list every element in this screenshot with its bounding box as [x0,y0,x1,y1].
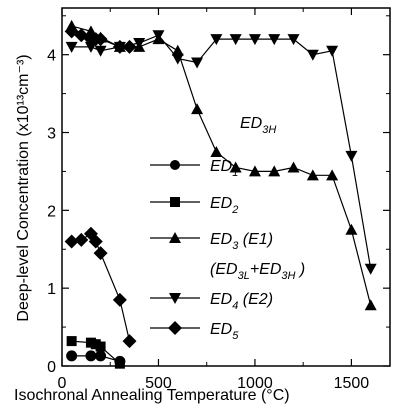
data-point [210,145,223,157]
legend-item-ed2: ED2 [150,195,238,216]
data-point [64,24,79,39]
data-point [112,39,127,54]
data-point [74,232,89,247]
series-ed4-e2- [65,30,377,275]
svg-text:ED4 (E2): ED4 (E2) [210,291,273,312]
data-point [248,165,261,177]
data-point [248,34,261,46]
data-point [133,38,146,50]
series-ed5-low [64,226,137,349]
data-point [66,350,78,362]
data-point [229,34,242,46]
y-tick-label: 3 [47,126,56,143]
data-point [210,34,223,46]
data-point [306,169,319,181]
data-point [122,39,137,54]
y-tick-label: 1 [47,281,56,298]
legend-item-ed4: ED4 (E2) [150,291,273,312]
data-point [306,49,319,61]
y-tick-label: 4 [47,48,56,65]
data-point [95,350,107,362]
x-tick-label: 1000 [237,375,273,392]
data-point [287,161,300,173]
series-ed2 [66,336,125,369]
data-point [171,44,184,56]
x-axis-title: Isochronal Annealing Temperature (°C) [14,387,290,404]
data-point [171,53,184,65]
x-tick-label: 0 [58,375,67,392]
data-point [345,150,358,162]
data-series [64,19,377,369]
x-tick-label: 500 [145,375,172,392]
annotation-ed3h: ED3H [240,115,276,136]
data-point [287,34,300,46]
data-point [112,292,127,307]
data-point [364,263,377,275]
svg-text:ED5: ED5 [210,321,239,342]
data-point [84,25,97,37]
legend-item-ed5: ED5 [150,321,239,342]
data-point [95,341,106,352]
data-point [66,336,77,347]
data-point [326,45,339,57]
data-point [88,234,103,249]
series-ed1 [66,350,126,367]
data-point [268,165,281,177]
svg-text:ED2: ED2 [210,195,238,216]
data-point [229,161,242,173]
data-point [364,299,377,311]
axis-ticks [61,8,390,367]
legend-item-ed3: ED3 (E1) (ED3L+ED3H ) [150,231,305,282]
data-point [191,57,204,69]
data-point [65,41,78,53]
svg-text:(ED3L+ED3H ): (ED3L+ED3H ) [210,261,305,282]
y-tick-label: 0 [47,359,56,376]
data-point [93,32,108,47]
tick-labels: 0 500 1000 1500 0 1 2 3 4 [47,48,369,392]
svg-text:ED1: ED1 [210,158,238,179]
data-point [94,45,107,57]
y-tick-label: 2 [47,203,56,220]
data-point [122,334,137,349]
data-point [93,246,108,261]
legend-item-ed1: ED1 [150,158,238,179]
y-axis-title: Deep-level Concentration (x10¹³cm⁻³) [15,54,32,321]
data-point [191,103,204,115]
legend: ED1 ED2 ED3 (E1) (ED3L+ED3H ) ED4 (E2) E… [150,158,305,342]
data-point [326,169,339,181]
series-ed5 [64,24,137,54]
data-point [114,358,125,369]
data-point [84,41,97,53]
svg-text:ED3 (E1): ED3 (E1) [210,231,273,252]
plot-frame [61,7,391,367]
data-point [345,223,358,235]
data-point [64,234,79,249]
data-point [268,34,281,46]
x-tick-label: 1500 [334,375,370,392]
data-point [85,350,97,362]
data-point [152,30,165,42]
